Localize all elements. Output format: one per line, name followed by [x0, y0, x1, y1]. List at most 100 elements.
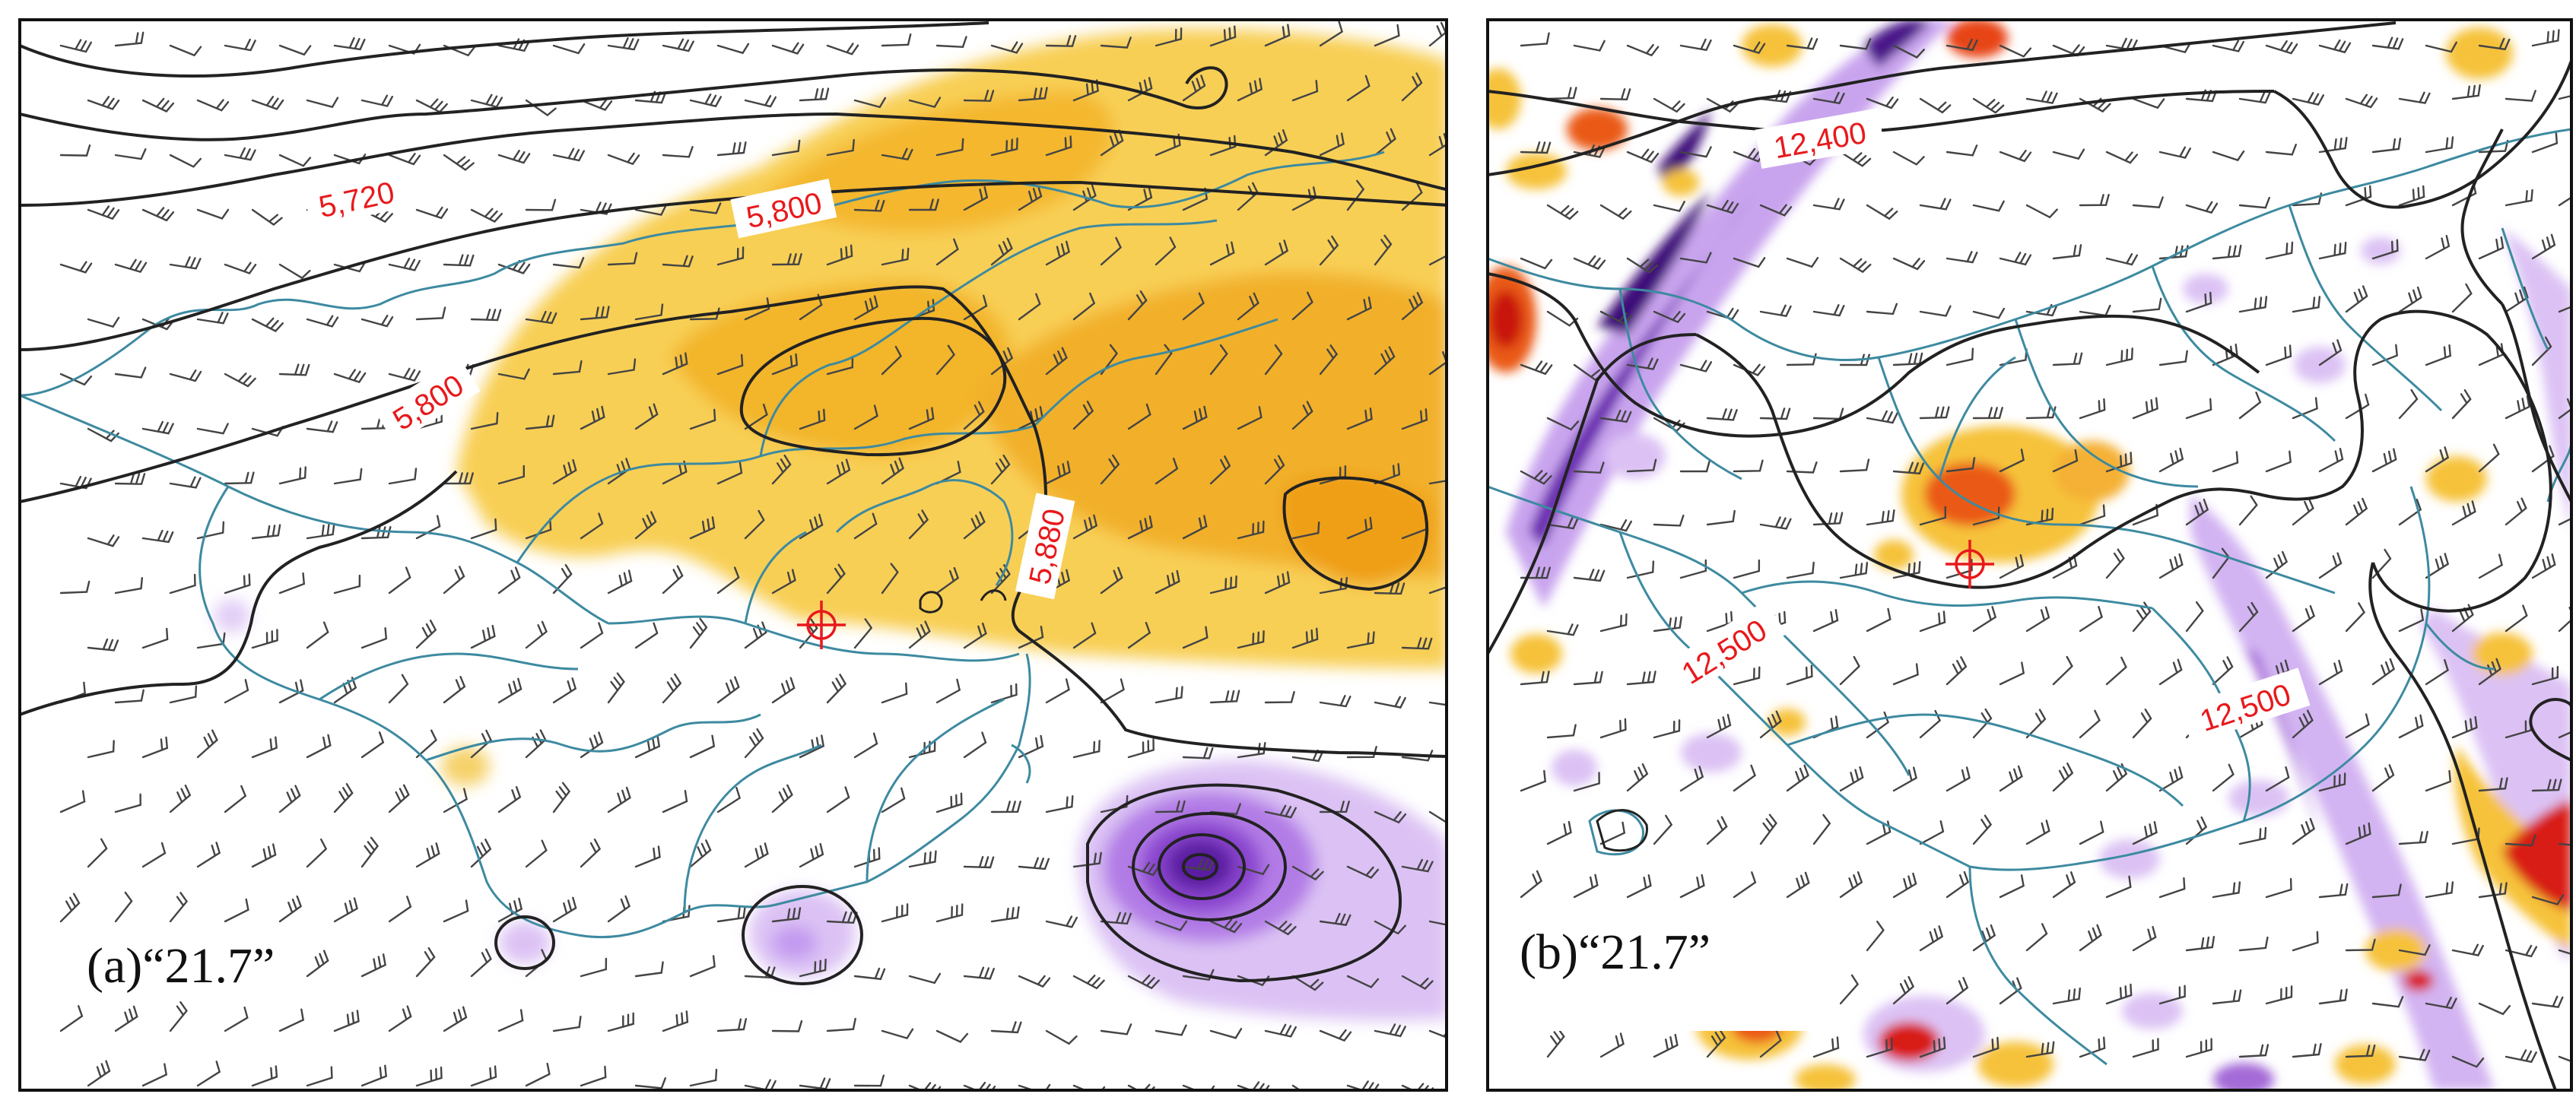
wind-barb-icon: [1127, 974, 1160, 990]
wind-barb-icon: [1264, 690, 1295, 704]
wind-barb-icon: [1599, 204, 1632, 220]
wind-barb-icon: [2318, 448, 2344, 473]
wind-barb-icon: [2105, 347, 2133, 366]
wind-barb-icon: [990, 237, 1013, 266]
wind-barb-icon: [2158, 985, 2186, 1005]
wind-barb-icon: [2451, 1055, 2485, 1068]
wind-barb-icon: [2425, 136, 2454, 154]
wind-barb-icon: [1520, 257, 1553, 270]
wind-barb-icon: [1733, 764, 1756, 792]
target-marker-icon: [1945, 540, 1994, 588]
wind-barb-icon: [1972, 814, 1993, 845]
wind-barb-icon: [1127, 186, 1153, 211]
wind-barb-icon: [251, 1065, 278, 1087]
wind-barb-icon: [2132, 97, 2165, 109]
wind-barb-icon: [2052, 449, 2079, 473]
wind-barb-icon: [1018, 1083, 1051, 1090]
wind-barb-icon: [333, 369, 367, 384]
wind-barb-icon: [443, 566, 465, 595]
wind-barb-icon: [1127, 515, 1153, 540]
wind-barb-icon: [2371, 138, 2402, 154]
wind-barb-icon: [388, 896, 412, 923]
wind-barb-icon: [1892, 257, 1926, 271]
wind-barb-icon: [1679, 559, 1707, 579]
wind-barb-icon: [799, 408, 826, 430]
wind-barb-icon: [59, 144, 91, 157]
wind-barb-icon: [853, 295, 878, 321]
wind-barb-icon: [1733, 41, 1766, 55]
wind-barb-icon: [2158, 658, 2183, 686]
wind-barb-icon: [2345, 285, 2368, 313]
wind-barb-icon: [744, 509, 765, 540]
wind-barb-icon: [2105, 656, 2127, 686]
wind-barb-icon: [2371, 36, 2404, 50]
wind-barb-icon: [1919, 610, 1946, 633]
wind-barb-icon: [1401, 637, 1433, 650]
wind-barb-icon: [1374, 24, 1400, 47]
wind-barb-icon: [114, 31, 145, 47]
contour-labels: 5,720 5,800 5,800 5,880: [303, 168, 1075, 600]
wind-barb-icon: [1546, 517, 1579, 530]
wind-barb-icon: [1374, 463, 1401, 485]
wind-barb-icon: [2132, 821, 2158, 845]
wind-barb-icon: [1209, 1028, 1243, 1039]
wind-barb-icon: [2425, 41, 2457, 53]
wind-barb-icon: [580, 98, 613, 111]
wind-barb-icon: [607, 1012, 634, 1032]
wind-barb-icon: [415, 98, 448, 113]
wind-barb-icon: [552, 782, 571, 813]
wind-barb-icon: [2505, 497, 2527, 526]
wind-barb-icon: [826, 138, 855, 157]
wind-barb-icon: [552, 677, 577, 704]
wind-barb-icon: [1264, 455, 1285, 485]
wind-barb-icon: [1866, 410, 1898, 424]
wind-barb-icon: [662, 255, 694, 268]
wind-barb-icon: [1892, 44, 1925, 59]
wind-barb-icon: [2531, 665, 2559, 686]
wind-barb-icon: [1919, 1036, 1946, 1058]
wind-barb-icon: [2292, 1043, 2322, 1058]
wind-barb-icon: [141, 207, 175, 222]
wind-barb-icon: [1209, 918, 1243, 934]
wind-barb-icon: [1653, 514, 1685, 527]
map-panel-b: 12,400 12,500 12,500 (b)“21.7”: [1483, 0, 2576, 1113]
wind-barb-icon: [1100, 678, 1125, 704]
wind-barb-icon: [1100, 129, 1124, 157]
wind-barb-icon: [881, 147, 913, 161]
wind-barb-icon: [853, 732, 878, 759]
wind-barb-icon: [1127, 738, 1155, 759]
wind-barb-icon: [1155, 569, 1180, 595]
wind-barb-icon: [1626, 560, 1655, 579]
wind-barb-icon: [525, 839, 548, 868]
wind-barb-icon: [2158, 877, 2186, 899]
wind-barb-icon: [470, 411, 499, 430]
wind-barb-icon: [1972, 307, 2006, 319]
wind-barb-icon: [2478, 443, 2500, 473]
wind-barb-icon: [1839, 458, 1870, 473]
wind-barb-icon: [2265, 344, 2292, 366]
wind-barb-icon: [87, 96, 120, 110]
wind-barb-icon: [826, 458, 851, 485]
wind-barb-icon: [1759, 710, 1782, 739]
wind-barb-icon: [580, 512, 604, 540]
wind-barb-icon: [2478, 37, 2511, 51]
wind-barb-icon: [1599, 88, 1631, 101]
wind-barb-icon: [1209, 455, 1231, 485]
wind-barb-icon: [1018, 734, 1044, 759]
wind-barb-icon: [2345, 94, 2378, 109]
wind-barb-icon: [2212, 40, 2244, 52]
wind-barb-icon: [2238, 495, 2258, 526]
wind-barb-icon: [607, 672, 625, 704]
wind-barb-icon: [908, 620, 931, 649]
wind-barb-icon: [881, 903, 909, 923]
wind-barb-icon: [306, 522, 335, 540]
wind-barb-icon: [333, 468, 363, 485]
wind-barb-icon: [2158, 766, 2184, 792]
wind-barb-icon: [634, 204, 667, 216]
wind-barb-icon: [908, 972, 942, 985]
wind-barb-icon: [1812, 407, 1844, 420]
wind-barb-icon: [2265, 766, 2290, 792]
wind-barb-icon: [662, 790, 688, 813]
wind-barb-icon: [59, 1005, 84, 1032]
wind-barb-icon: [278, 785, 301, 813]
